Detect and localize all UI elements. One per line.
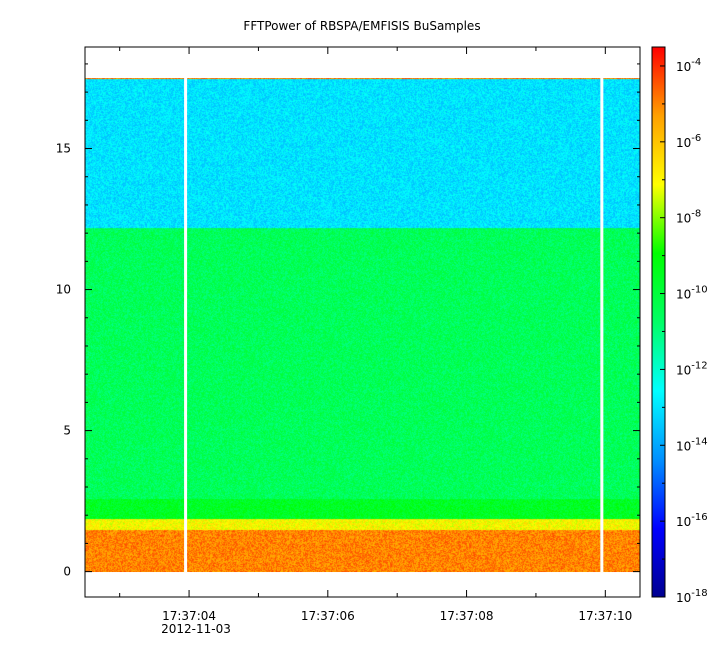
y-tick-label: 10 [56,283,71,297]
colorbar: 10-4 10-6 10-8 10-10 10-12 10-14 10-16 10-18 [651,46,708,605]
data-gap [184,78,188,573]
colorbar-tick-label: 10-14 [676,436,708,453]
colorbar-tick-label: 10-16 [676,512,708,529]
plot-frame [84,46,641,598]
colorbar-tick-label: 10-18 [676,588,708,605]
data-gap [600,78,604,573]
colorbar-tick-label: 10-10 [676,285,708,302]
colorbar-tick-label: 10-6 [676,133,701,150]
x-tick-label: 17:37:08 [440,609,494,623]
y-tick-label: 0 [63,565,71,579]
colorbar-bar [651,46,666,598]
chart-title: FFTPower of RBSPA/EMFISIS BuSamples [243,19,480,33]
date-label: 2012-11-03 [161,622,231,636]
colorbar-tick-label: 10-8 [676,209,701,226]
colorbar-tick-label: 10-12 [676,360,708,377]
plot-area [85,78,640,573]
spectrogram-image [85,78,640,573]
y-tick-label: 15 [56,142,71,156]
axes: 0 5 10 15 17:37:04 17:37:06 17:37:08 17:37:10 [56,46,641,623]
colorbar-tick-label: 10-4 [676,57,701,74]
y-tick-label: 5 [63,424,71,438]
x-tick-label: 17:37:10 [578,609,632,623]
x-tick-label: 17:37:04 [162,609,216,623]
x-tick-label: 17:37:06 [301,609,355,623]
